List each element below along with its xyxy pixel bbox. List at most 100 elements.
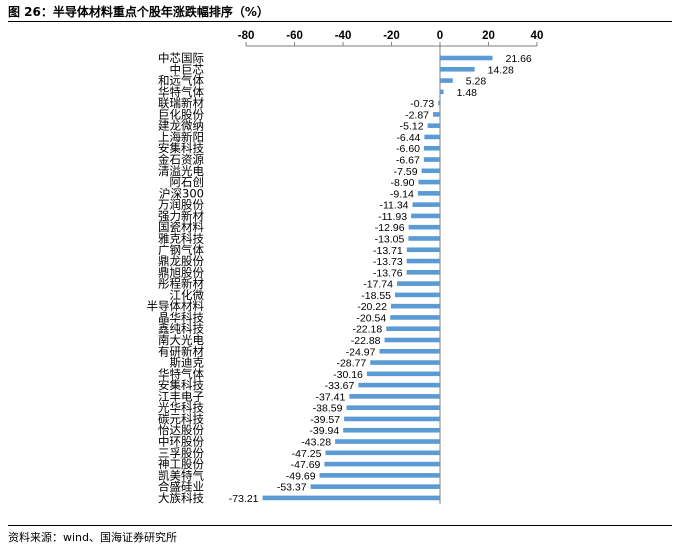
data-label: -5.12 xyxy=(400,121,424,133)
data-label: -20.54 xyxy=(356,312,386,324)
category-label: 阿石创 xyxy=(170,175,205,189)
bar xyxy=(438,100,440,106)
data-label: -73.21 xyxy=(229,493,259,505)
category-label: 巨化股份 xyxy=(158,107,204,121)
data-label: -33.67 xyxy=(325,380,355,392)
bar xyxy=(433,112,440,117)
bar xyxy=(390,303,440,309)
category-label: 雅克科技 xyxy=(158,231,204,245)
category-label: 清溢光电 xyxy=(158,164,204,178)
bar xyxy=(408,236,440,241)
category-label: 有研新材 xyxy=(158,344,204,358)
x-tick-label: -60 xyxy=(286,30,303,42)
category-label: 强力新材 xyxy=(158,209,204,223)
data-label: -37.41 xyxy=(316,391,346,403)
category-label: 江丰电子 xyxy=(158,389,204,403)
data-label: -13.05 xyxy=(375,233,405,245)
data-label: -7.59 xyxy=(394,166,418,178)
category-label: 和远气体 xyxy=(158,74,204,88)
category-label: 凯美特气 xyxy=(158,468,204,482)
bar xyxy=(386,326,440,332)
bar xyxy=(423,157,440,162)
category-label: 中环股份 xyxy=(158,435,204,449)
bar xyxy=(370,360,440,365)
category-label: 南大光电 xyxy=(158,333,204,347)
category-label: 中巨芯 xyxy=(170,62,205,76)
data-label: -13.76 xyxy=(373,267,403,279)
category-label: 华特气体 xyxy=(158,85,204,99)
data-label: -8.90 xyxy=(390,177,414,189)
bar xyxy=(440,89,444,95)
data-label: -9.14 xyxy=(390,188,414,200)
bar xyxy=(424,134,440,140)
category-label: 彤程新材 xyxy=(158,277,204,291)
category-label: 江化微 xyxy=(170,288,205,302)
bar xyxy=(412,202,440,207)
bar xyxy=(390,315,440,320)
bar xyxy=(325,450,440,456)
x-tick-label: -40 xyxy=(335,30,352,42)
data-label: -47.69 xyxy=(291,459,321,471)
bar xyxy=(324,461,440,467)
category-label: 上海新阳 xyxy=(158,130,204,144)
data-label: -6.60 xyxy=(396,143,420,155)
x-tick-label: 0 xyxy=(437,30,443,42)
data-label: 14.28 xyxy=(488,64,514,76)
data-label: 21.66 xyxy=(506,53,532,65)
data-label: -24.97 xyxy=(346,346,376,358)
bar xyxy=(427,123,440,128)
category-label: 碳元科技 xyxy=(158,412,204,426)
category-label: 晶华科技 xyxy=(158,310,204,324)
data-label: -6.44 xyxy=(396,132,420,144)
bar xyxy=(424,145,440,151)
category-label: 鼎龙股份 xyxy=(158,254,204,268)
top-rule xyxy=(8,21,672,22)
bar xyxy=(421,168,440,174)
bar xyxy=(406,247,440,253)
category-label: 怡达股份 xyxy=(158,423,204,437)
source-note: 资料来源：wind、国海证券研究所 xyxy=(8,531,178,544)
data-label: 1.48 xyxy=(457,87,478,99)
category-label: 神工股份 xyxy=(158,457,204,471)
category-label: 光华科技 xyxy=(158,401,204,415)
data-label: -38.59 xyxy=(313,403,343,415)
data-label: -39.57 xyxy=(310,414,340,426)
data-label: 5.28 xyxy=(466,76,487,88)
data-label: -6.67 xyxy=(396,155,420,167)
bar xyxy=(440,66,475,72)
data-label: -13.73 xyxy=(373,256,403,268)
category-label: 广钢气体 xyxy=(158,243,204,257)
data-label: -12.96 xyxy=(375,222,405,234)
data-label: -13.71 xyxy=(373,245,403,257)
figure-title-bar: 图 26：半导体材料重点个股年涨跌幅排序（%） xyxy=(8,2,672,20)
category-label: 鼎旭股份 xyxy=(158,265,204,279)
bar xyxy=(408,224,440,230)
category-label: 半导体材料 xyxy=(147,299,205,313)
bar xyxy=(396,281,440,286)
bar xyxy=(440,55,493,61)
data-label: -2.87 xyxy=(405,109,429,121)
data-label: -11.93 xyxy=(378,211,407,223)
bar xyxy=(349,394,440,399)
bar xyxy=(310,484,440,489)
category-label: 建龙微纳 xyxy=(158,119,204,133)
bar xyxy=(440,78,453,83)
category-label: 金石资源 xyxy=(158,153,204,167)
data-label: -39.94 xyxy=(309,425,339,437)
category-label: 中芯国际 xyxy=(158,51,204,65)
data-label: -11.34 xyxy=(380,200,409,212)
bar xyxy=(379,348,440,354)
bar xyxy=(344,416,440,422)
category-label: 合盛硅业 xyxy=(158,480,204,494)
category-label: 万润股份 xyxy=(158,198,204,212)
x-tick-label: 40 xyxy=(531,30,544,42)
category-label: 沪深300 xyxy=(159,186,204,200)
data-label: -30.16 xyxy=(333,369,363,381)
bar xyxy=(366,371,440,377)
data-label: -20.22 xyxy=(357,301,387,313)
category-label: 联瑞新材 xyxy=(158,96,204,110)
category-label: 鑫纯科技 xyxy=(158,322,204,336)
category-label: 安集科技 xyxy=(158,141,204,155)
x-tick-label: -20 xyxy=(383,30,400,42)
